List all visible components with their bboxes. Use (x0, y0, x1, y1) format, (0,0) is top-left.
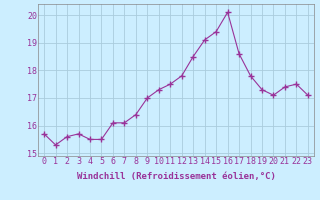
X-axis label: Windchill (Refroidissement éolien,°C): Windchill (Refroidissement éolien,°C) (76, 172, 276, 181)
